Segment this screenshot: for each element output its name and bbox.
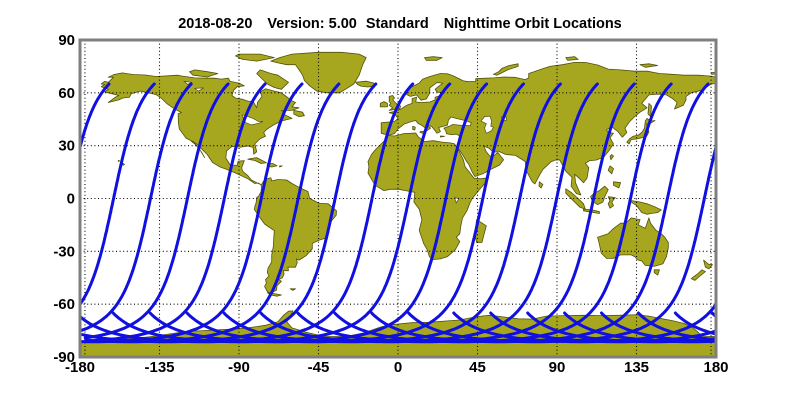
x-tick-label: -180 — [65, 359, 95, 376]
plot-title-part: Version: 5.00 — [267, 16, 356, 32]
land-ellesmere-island — [235, 53, 275, 62]
y-axis-tick-labels: 90 60 30 0 -30 -60 -90 — [53, 32, 75, 366]
x-tick-label: 45 — [469, 359, 486, 376]
x-tick-label: -90 — [228, 359, 250, 376]
land-sulawesi — [607, 196, 616, 209]
orbit-track — [80, 82, 193, 332]
x-tick-label: -135 — [144, 359, 174, 376]
land-new-zealand-north — [703, 259, 713, 270]
y-tick-label: 90 — [58, 32, 75, 49]
x-tick-label: 0 — [394, 359, 402, 376]
land-severnaya-zemlya — [565, 56, 579, 61]
land-novaya-zemlya — [493, 63, 519, 76]
land-taiwan — [609, 154, 614, 161]
land-crete — [440, 135, 445, 138]
orbit-track — [84, 82, 341, 344]
x-tick-label: 135 — [624, 359, 649, 376]
land-tasmania — [653, 269, 660, 276]
y-tick-label: -30 — [53, 243, 75, 260]
y-tick-label: 60 — [58, 85, 75, 102]
land-luzon — [607, 165, 614, 175]
land-cuba — [247, 157, 267, 164]
land-new-guinea — [629, 199, 662, 215]
land-newfoundland — [293, 110, 305, 117]
orbit-track — [111, 82, 452, 344]
lake-lake-victoria — [453, 197, 460, 204]
land-sardinia — [412, 125, 416, 131]
orbit-track — [80, 82, 304, 344]
land-africa — [367, 132, 489, 260]
orbit-track — [83, 82, 230, 340]
land-borneo — [590, 185, 609, 206]
land-baffin-island — [256, 69, 289, 90]
plot-frame — [78, 38, 718, 359]
y-tick-label: -60 — [53, 296, 75, 313]
orbit-track — [81, 82, 378, 344]
orbit-track — [222, 82, 562, 344]
orbit-track — [636, 311, 716, 342]
x-tick-label: 90 — [549, 359, 566, 376]
y-tick-label: 0 — [67, 191, 75, 208]
land-iceland — [355, 80, 376, 88]
orbit-track — [148, 82, 489, 344]
orbit-track — [86, 82, 267, 343]
orbit-track — [673, 311, 716, 336]
lake-great-slave-lake — [193, 87, 204, 92]
lake-great-bear-lake — [183, 80, 193, 85]
x-tick-label: 180 — [703, 359, 728, 376]
land-puerto-rico — [279, 165, 283, 168]
orbit-track — [333, 82, 673, 344]
plot-title-part: 2018-08-20 — [178, 16, 252, 32]
land-sri-lanka — [538, 181, 544, 189]
orbit-track — [185, 82, 525, 344]
orbit-track — [80, 82, 111, 149]
land-north-america — [100, 72, 300, 186]
land-new-zealand-south — [690, 269, 706, 281]
plot-title: 2018-08-20 Version: 5.00 Standard Nighttime… — [178, 16, 622, 32]
land-falkland-islands — [289, 288, 296, 291]
plot-title-part: Nighttime Orbit Locations — [444, 16, 622, 32]
lake-caspian-sea — [480, 115, 494, 134]
orbit-track — [259, 82, 599, 344]
orbit-track — [563, 311, 716, 344]
x-axis-tick-labels: -180 -135 -90 -45 0 45 90 135 180 — [65, 359, 729, 376]
land-south-america — [254, 177, 337, 294]
land-mindanao — [613, 181, 621, 189]
land-new-siberian-islands — [639, 63, 659, 68]
orbit-track — [296, 82, 636, 344]
plot-title-part: Standard — [366, 16, 429, 32]
land-svalbard — [424, 56, 443, 61]
land-ireland — [379, 101, 388, 108]
orbit-tracks-layer — [80, 82, 716, 344]
y-tick-label: -90 — [53, 349, 75, 366]
orbit-track — [710, 311, 716, 317]
orbit-track — [80, 82, 415, 344]
world-map-land-layer — [80, 51, 716, 357]
orbit-track — [407, 146, 716, 344]
land-eurasia — [380, 62, 716, 196]
y-tick-label: 30 — [58, 138, 75, 155]
orbit-track — [600, 311, 711, 343]
x-tick-label: -45 — [308, 359, 330, 376]
land-victoria-island — [189, 69, 219, 78]
land-hawaii-oahu — [117, 159, 121, 162]
orbit-track — [370, 82, 710, 344]
orbit-track — [80, 82, 156, 306]
land-baja-california — [190, 140, 205, 158]
